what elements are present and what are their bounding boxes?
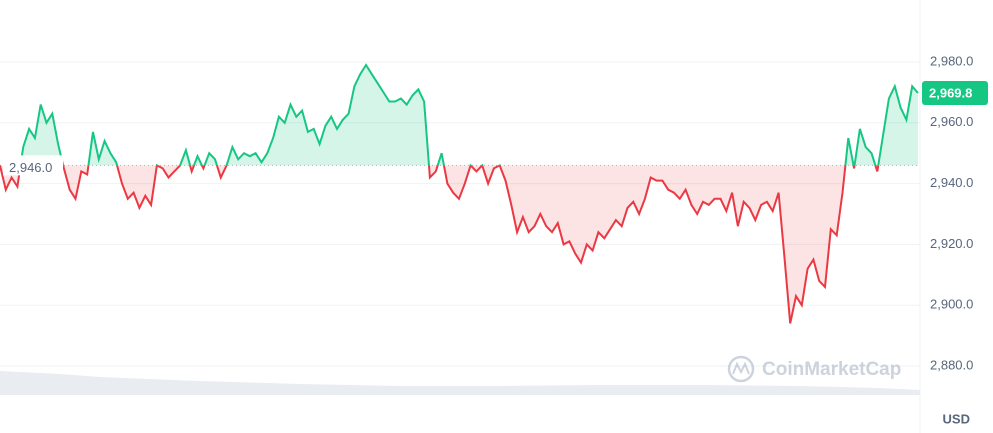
- watermark-logo: [727, 355, 755, 383]
- grid: [0, 61, 920, 367]
- watermark-text: CoinMarketCap: [762, 359, 901, 380]
- series: [0, 63, 920, 324]
- y-tick-label: 2,960.0: [930, 114, 973, 129]
- y-tick-label: 2,920.0: [930, 236, 973, 251]
- y-tick-label: 2,940.0: [930, 175, 973, 190]
- area-up: [0, 65, 918, 166]
- watermark: CoinMarketCap: [727, 355, 901, 383]
- area-down: [0, 165, 879, 324]
- currency-label: USD: [943, 411, 970, 426]
- y-tick-label: 2,980.0: [930, 53, 973, 68]
- baseline-label-bg: [3, 155, 63, 176]
- y-tick-label: 2,880.0: [930, 357, 973, 372]
- current-price-badge: [922, 81, 988, 106]
- plot-area: [0, 0, 920, 433]
- volume-area: [0, 371, 920, 395]
- current-price-label: 2,969.8: [929, 85, 972, 100]
- baseline-label: 2,946.0: [9, 160, 52, 175]
- price-line-down: [0, 165, 880, 324]
- watermark-logo-mark: [732, 361, 750, 375]
- y-tick-label: 2,900.0: [930, 297, 973, 312]
